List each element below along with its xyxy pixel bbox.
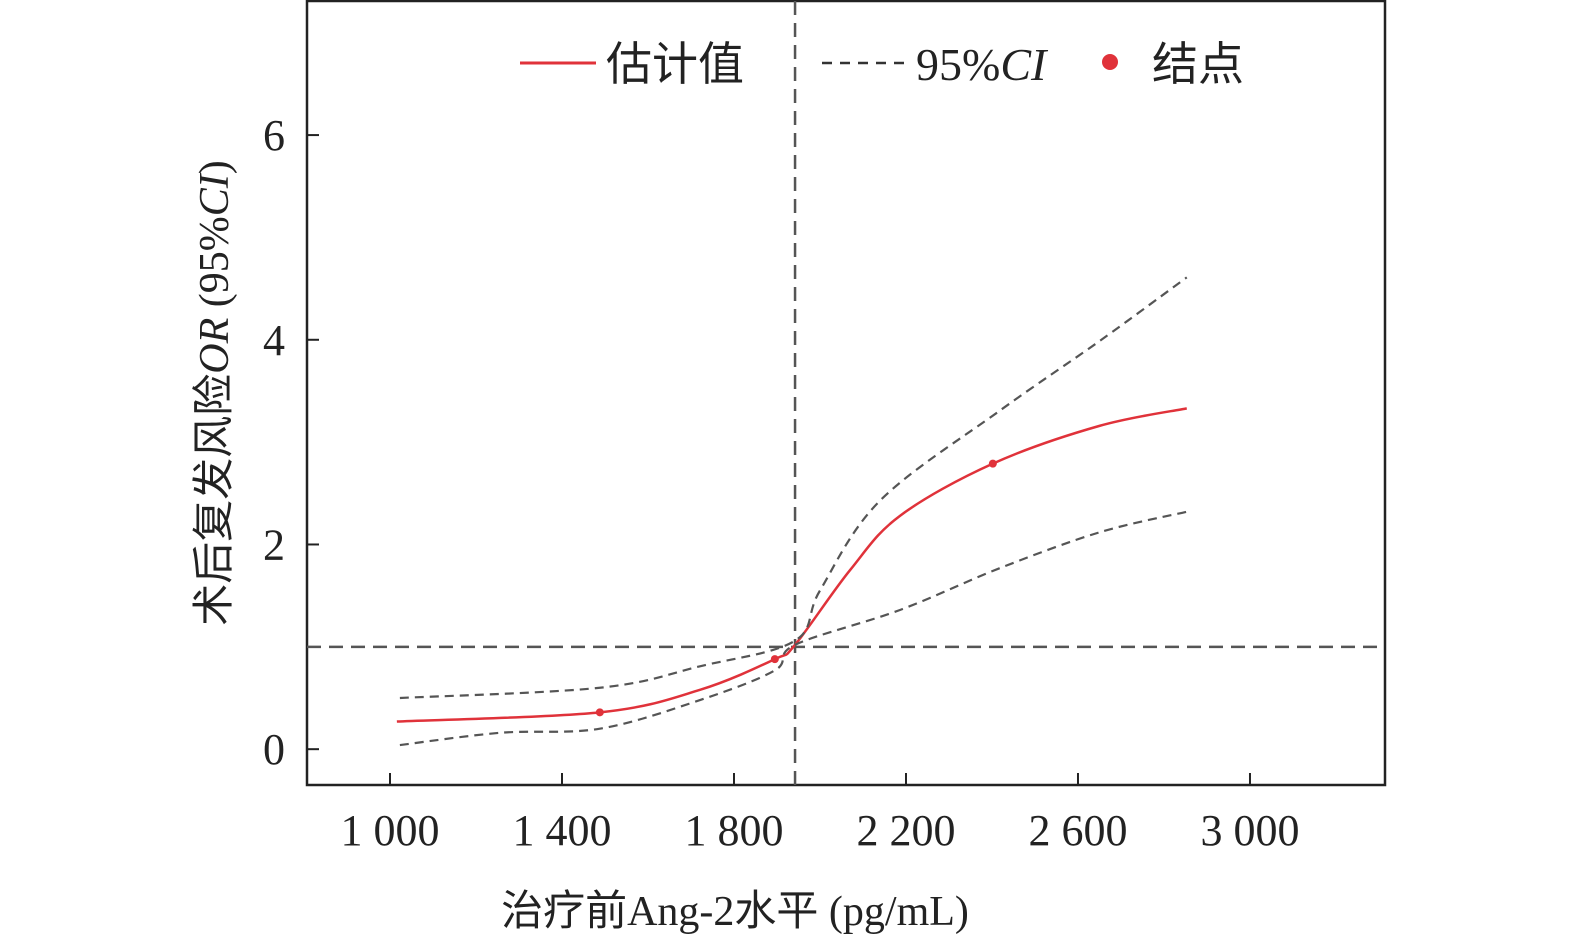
x-tick-label: 1 800 [684,806,783,855]
legend-knots-label: 结点 [1152,39,1244,90]
legend-ci-label: 95%CI [916,39,1049,90]
legend-knot-swatch [1102,54,1118,70]
legend-estimate-label: 估计值 [606,39,744,90]
y-tick-label: 4 [263,316,285,365]
x-tick-label: 2 200 [856,806,955,855]
y-tick-label: 6 [263,111,285,160]
y-tick-label: 2 [263,520,285,569]
legend: 估计值 95%CI 结点 [520,39,1244,90]
estimate-line [396,407,1188,723]
x-tick-label: 1 000 [340,806,439,855]
knot-point [595,708,604,717]
x-axis-label: 治疗前Ang-2水平 (pg/mL) [501,889,969,935]
y-axis-label: 术后复发风险OR (95%CI) [191,160,238,626]
y-tick-label: 0 [263,725,285,774]
knot-point [988,459,997,468]
plot-frame [305,0,1387,787]
x-tick-label: 1 400 [512,806,611,855]
knot-point [770,655,779,664]
upper-ci-line [399,276,1188,700]
x-tick-label: 2 600 [1028,806,1127,855]
lower-ci-line [399,510,1188,747]
x-tick-label: 3 000 [1200,806,1299,855]
